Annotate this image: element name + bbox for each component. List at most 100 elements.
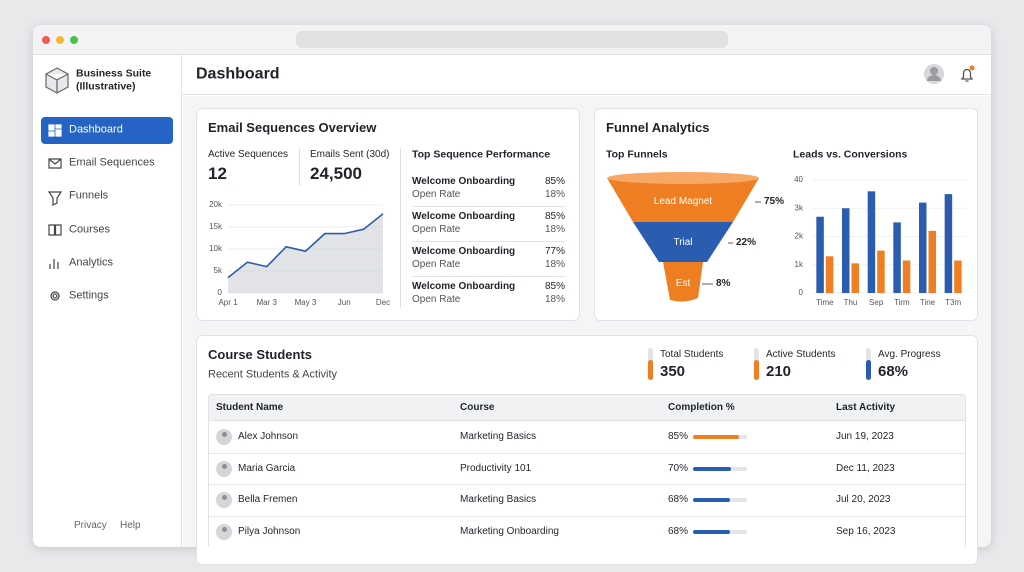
row-separator bbox=[412, 206, 565, 207]
completion-label: 68% bbox=[668, 525, 689, 537]
stat-label: Active Students bbox=[766, 349, 836, 360]
completion-label: 70% bbox=[668, 462, 689, 474]
column-header: Course bbox=[460, 402, 495, 413]
nav-label[interactable]: Funnels bbox=[69, 189, 109, 202]
course-name: Marketing Onboarding bbox=[460, 525, 559, 537]
maximize-dot[interactable] bbox=[70, 36, 78, 44]
course-name: Marketing Basics bbox=[460, 431, 537, 442]
sequence-metric: Open Rate bbox=[412, 189, 461, 200]
nav-label[interactable]: Courses bbox=[69, 223, 110, 235]
brand-name: Business Suite (Illustrative) bbox=[76, 67, 152, 92]
stat-indicator bbox=[866, 360, 871, 380]
close-dot[interactable] bbox=[42, 36, 50, 44]
column-header: Last Activity bbox=[836, 402, 896, 413]
sequence-name: Welcome Onboarding bbox=[412, 176, 516, 187]
completion-label: 85% bbox=[668, 431, 689, 442]
progress-track bbox=[693, 498, 747, 503]
course-name: Productivity 101 bbox=[460, 462, 532, 474]
last-activity: Jul 20, 2023 bbox=[836, 494, 891, 506]
minimize-dot[interactable] bbox=[56, 36, 64, 44]
stat-indicator bbox=[648, 360, 653, 380]
row-separator bbox=[412, 276, 565, 277]
section-title: Top Funnels bbox=[606, 148, 668, 161]
stat-label: Active Sequences bbox=[208, 149, 289, 160]
sequence-metric-value: 18% bbox=[544, 189, 565, 200]
student-name: Alex Johnson bbox=[238, 431, 299, 442]
page-title: Dashboard bbox=[196, 65, 280, 83]
funnel-stage-label: Est bbox=[675, 278, 691, 289]
sequence-metric-value: 18% bbox=[544, 224, 565, 235]
header-bar bbox=[182, 55, 991, 95]
funnel-stage-value: 8% bbox=[716, 278, 731, 289]
chart-title: Leads vs. Conversions bbox=[793, 148, 908, 161]
student-avatar-head bbox=[221, 432, 227, 437]
student-avatar-head bbox=[221, 526, 227, 532]
funnel-stage-label: Trial bbox=[673, 237, 693, 248]
funnel-stage-value: 22% bbox=[736, 237, 757, 248]
student-name: Pilya Johnson bbox=[238, 525, 301, 537]
stat-value: 24,500 bbox=[310, 163, 362, 183]
address-bar[interactable] bbox=[296, 31, 728, 48]
progress-track bbox=[693, 529, 747, 534]
sequence-metric: Open Rate bbox=[412, 224, 461, 235]
nav-label[interactable]: Analytics bbox=[69, 256, 114, 269]
sequence-metric-value: 18% bbox=[544, 294, 565, 305]
row-separator bbox=[209, 484, 965, 486]
funnel-stage-value: 75% bbox=[764, 196, 785, 207]
last-activity: Sep 16, 2023 bbox=[836, 525, 896, 537]
nav-label[interactable]: Dashboard bbox=[69, 123, 123, 136]
card bbox=[196, 108, 580, 321]
row-separator bbox=[412, 241, 565, 242]
stat-value: 210 bbox=[766, 363, 792, 380]
sequence-rate: 77% bbox=[544, 246, 565, 257]
progress-bar bbox=[693, 529, 730, 534]
card-subtitle: Recent Students & Activity bbox=[208, 368, 338, 381]
progress-bar bbox=[693, 466, 731, 471]
section-title: Top Sequence Performance bbox=[412, 148, 551, 161]
progress-bar bbox=[693, 435, 739, 439]
last-activity: Jun 19, 2023 bbox=[836, 431, 894, 442]
row-separator bbox=[209, 452, 965, 454]
student-name: Bella Fremen bbox=[238, 494, 298, 506]
footer-link[interactable]: Privacy bbox=[74, 520, 107, 531]
column-header: Student Name bbox=[216, 402, 284, 413]
sequence-name: Welcome Onboarding bbox=[412, 246, 516, 257]
sequence-metric: Open Rate bbox=[412, 294, 461, 305]
progress-track bbox=[693, 435, 747, 439]
stat-value: 68% bbox=[878, 363, 909, 380]
stat-value: 12 bbox=[208, 163, 227, 183]
footer-link[interactable]: Help bbox=[120, 520, 141, 531]
sequence-name: Welcome Onboarding bbox=[412, 281, 516, 292]
card-title: Email Sequences Overview bbox=[208, 120, 377, 136]
nav-label[interactable]: Email Sequences bbox=[69, 156, 155, 169]
row-separator bbox=[209, 515, 965, 517]
student-avatar bbox=[216, 460, 232, 477]
stat-value: 350 bbox=[660, 363, 686, 380]
card-title: Funnel Analytics bbox=[606, 120, 710, 136]
divider bbox=[400, 148, 401, 308]
stat-indicator bbox=[754, 360, 759, 380]
sequence-metric: Open Rate bbox=[412, 259, 461, 270]
last-activity: Dec 11, 2023 bbox=[836, 462, 895, 474]
avatar-button[interactable] bbox=[924, 64, 944, 84]
stat-label: Total Students bbox=[660, 349, 724, 360]
course-name: Marketing Basics bbox=[460, 494, 537, 506]
student-avatar-head bbox=[221, 463, 227, 469]
table-header bbox=[209, 395, 965, 421]
student-avatar-head bbox=[221, 495, 227, 501]
divider bbox=[299, 148, 300, 186]
sequence-metric-value: 18% bbox=[544, 259, 565, 270]
student-avatar bbox=[216, 429, 232, 445]
progress-track bbox=[693, 466, 747, 471]
notification-button[interactable] bbox=[958, 64, 978, 84]
column-header: Completion % bbox=[668, 402, 735, 413]
sequence-rate: 85% bbox=[544, 281, 565, 292]
card bbox=[594, 108, 978, 321]
nav-active-bg[interactable] bbox=[41, 117, 173, 144]
stat-label: Avg. Progress bbox=[878, 349, 941, 360]
nav-label[interactable]: Settings bbox=[69, 289, 109, 302]
student-name: Maria Garcia bbox=[238, 462, 296, 474]
progress-bar bbox=[693, 498, 730, 503]
student-avatar bbox=[216, 523, 232, 540]
